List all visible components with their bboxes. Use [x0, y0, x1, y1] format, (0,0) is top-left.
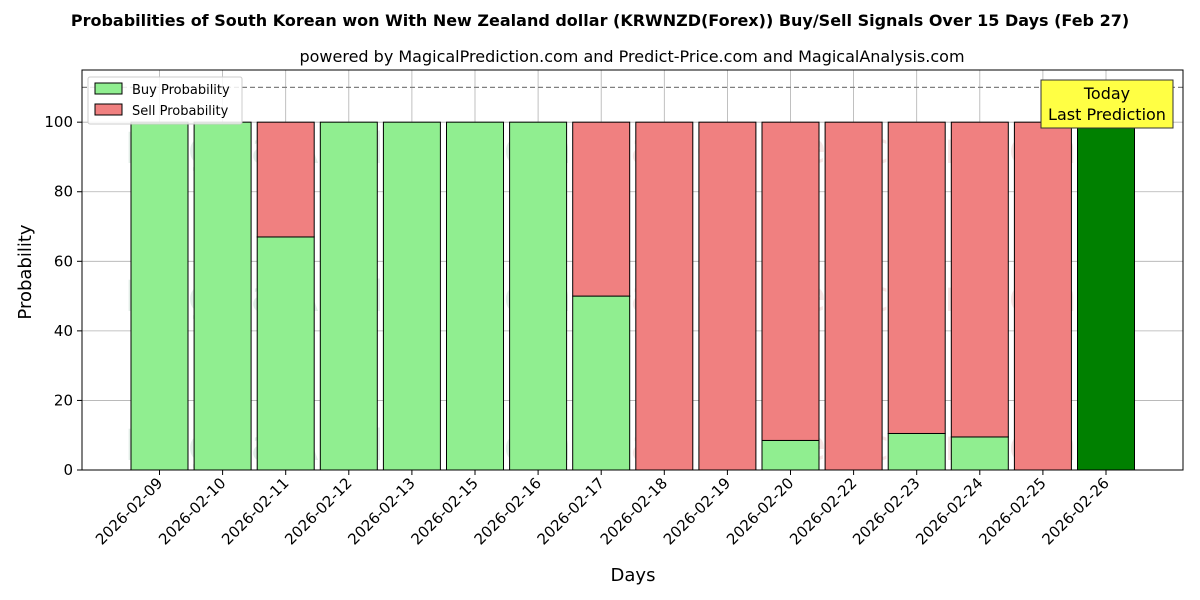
- y-axis: 0 20 40 60 80 100: [44, 113, 82, 479]
- bar-buy-2026-02-11: [256, 236, 315, 471]
- y-axis-label: Probability: [15, 224, 36, 319]
- bar-buy-2026-02-15: [446, 121, 504, 471]
- bar-sell-2026-02-20: [761, 121, 820, 441]
- bar-buy-2026-02-12: [319, 121, 378, 471]
- chart-title: Probabilities of South Korean won With N…: [71, 11, 1129, 30]
- bar-buy-2026-02-09: [130, 121, 189, 471]
- x-axis: 2026-02-092026-02-102026-02-112026-02-12…: [92, 470, 1113, 548]
- y-tick-label-1: 20: [54, 391, 73, 409]
- bar-sell-2026-02-22: [824, 121, 883, 471]
- legend-label-buy: Buy Probability: [132, 83, 230, 98]
- x-tick-label-11: 2026-02-22: [786, 474, 860, 548]
- x-tick-label-6: 2026-02-16: [471, 474, 545, 548]
- today-annotation-line1: Today: [1083, 84, 1130, 103]
- y-tick-label-3: 60: [54, 252, 73, 270]
- bar-buy-2026-02-26: [1077, 121, 1135, 471]
- legend-swatch-sell: [94, 103, 123, 116]
- today-annotation-line2: Last Prediction: [1048, 105, 1166, 124]
- y-tick-label-0: 0: [63, 461, 73, 479]
- x-tick-label-1: 2026-02-10: [155, 474, 229, 548]
- x-tick-label-12: 2026-02-23: [849, 474, 923, 548]
- bar-sell-2026-02-25: [1013, 121, 1072, 471]
- today-annotation-box: [1040, 79, 1174, 129]
- x-tick-label-8: 2026-02-18: [597, 474, 671, 548]
- bar-sell-2026-02-11: [256, 121, 315, 238]
- legend-label-sell: Sell Probability: [132, 104, 229, 119]
- today-annotation: Today Last Prediction: [1040, 79, 1174, 129]
- y-tick-label-4: 80: [54, 183, 73, 201]
- bar-sell-2026-02-19: [698, 121, 757, 471]
- bars: [130, 121, 1135, 471]
- legend-swatch-buy: [94, 82, 123, 95]
- y-tick-label-2: 40: [54, 322, 73, 340]
- bar-sell-2026-02-24: [950, 121, 1009, 438]
- bar-sell-2026-02-23: [887, 121, 946, 434]
- x-tick-label-14: 2026-02-25: [975, 474, 1049, 548]
- x-tick-label-10: 2026-02-20: [723, 474, 797, 548]
- x-axis-label: Days: [611, 565, 656, 586]
- bar-buy-2026-02-16: [509, 121, 568, 471]
- bar-buy-2026-02-23: [887, 432, 946, 471]
- bar-buy-2026-02-20: [761, 439, 820, 471]
- x-tick-label-15: 2026-02-26: [1038, 474, 1112, 548]
- x-tick-label-4: 2026-02-13: [344, 474, 418, 548]
- x-tick-label-9: 2026-02-19: [660, 474, 734, 548]
- bar-sell-2026-02-18: [635, 121, 694, 471]
- chart-subtitle: powered by MagicalPrediction.com and Pre…: [299, 47, 964, 66]
- x-tick-label-0: 2026-02-09: [92, 474, 166, 548]
- bar-buy-2026-02-24: [950, 436, 1009, 471]
- x-tick-label-5: 2026-02-15: [407, 474, 481, 548]
- x-tick-label-7: 2026-02-17: [534, 474, 608, 548]
- bar-sell-2026-02-17: [572, 121, 631, 297]
- legend: Buy Probability Sell Probability: [87, 76, 243, 125]
- x-tick-label-13: 2026-02-24: [912, 474, 986, 548]
- legend-box: [87, 76, 243, 125]
- bar-buy-2026-02-17: [572, 295, 631, 471]
- bar-buy-2026-02-10: [193, 121, 252, 471]
- x-tick-label-3: 2026-02-12: [281, 474, 355, 548]
- bar-buy-2026-02-13: [382, 121, 441, 471]
- y-tick-label-5: 100: [44, 113, 73, 131]
- x-tick-label-2: 2026-02-11: [218, 474, 292, 548]
- plot-frame: [81, 69, 1184, 471]
